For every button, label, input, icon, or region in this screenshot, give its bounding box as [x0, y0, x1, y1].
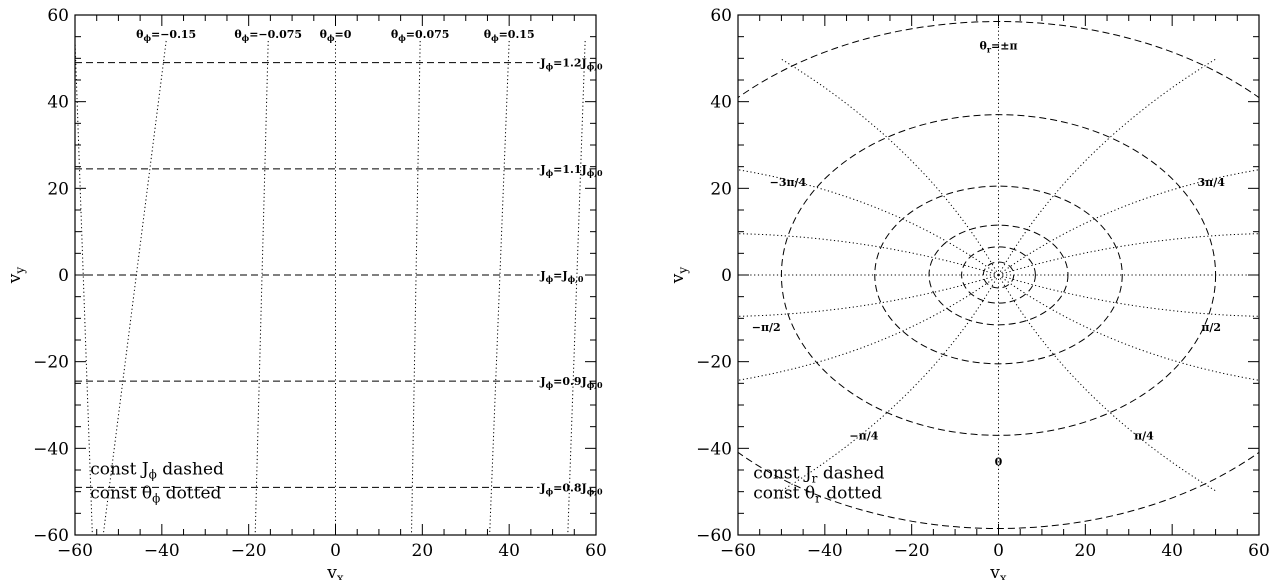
x-tick-label: −60: [720, 541, 756, 561]
x-tick-label: 20: [1075, 541, 1097, 561]
x-tick-label: 0: [993, 541, 1004, 561]
y-tick-label: 0: [58, 266, 69, 286]
const-theta-r-dotted-line: [998, 169, 1259, 276]
const-theta-phi-dotted-line: [75, 40, 93, 535]
theta-r-label: π/2: [1201, 321, 1221, 334]
const-theta-r-dotted-line: [998, 233, 1259, 276]
const-j-r-dashed-ellipse: [961, 246, 1036, 304]
theta-r-label: −3π/4: [770, 176, 807, 189]
x-tick-label: −20: [894, 541, 930, 561]
const-theta-phi-dotted-line: [567, 40, 586, 535]
y-tick-label: 40: [710, 93, 732, 113]
const-theta-r-dotted-line: [738, 274, 999, 381]
y-tick-label: −60: [696, 526, 732, 546]
x-tick-label: 60: [585, 541, 607, 561]
theta-r-label: −π/2: [752, 321, 781, 334]
const-theta-r-dotted-line: [998, 274, 1216, 492]
x-tick-label: 40: [498, 541, 520, 561]
left-panel: −60 −40 −20 0 20 40 60 −60 −40 −20 0 20 40 60 vx vy cons…: [5, 6, 607, 580]
theta-phi-label: θϕ=0.15: [484, 28, 535, 43]
const-theta-phi-dotted-line: [489, 40, 510, 535]
const-theta-r-dotted-line: [738, 274, 999, 317]
const-theta-r-dotted-line: [781, 274, 999, 492]
y-tick-label: −40: [33, 439, 69, 459]
theta-phi-label: θϕ=0.075: [391, 28, 450, 43]
x-tick-label: −60: [57, 541, 93, 561]
y-tick-label: 40: [47, 93, 69, 113]
legend-entry: const θr dotted: [753, 484, 882, 506]
const-theta-phi-dotted-line: [410, 40, 421, 535]
const-theta-phi-dotted-line: [254, 40, 269, 535]
theta-phi-label: θϕ=0: [320, 28, 352, 43]
const-theta-r-dotted-line: [738, 233, 999, 276]
y-tick-label: 20: [710, 179, 732, 199]
y-axis-label: vy: [5, 267, 27, 285]
legend-entry: const Jϕ dashed: [90, 459, 224, 481]
x-tick-label: 0: [330, 541, 341, 561]
const-j-r-dashed-ellipse: [982, 261, 1015, 289]
j-phi-label: Jϕ=Jϕ,0: [539, 269, 583, 284]
theta-r-label: 3π/4: [1198, 176, 1226, 189]
right-panel: −60 −40 −20 0 20 40 60 −60 −40 −20 0 20 40 60 vx vy cons…: [668, 6, 1270, 580]
j-phi-label: Jϕ=0.9Jϕ,0: [539, 375, 603, 390]
const-j-r-dashed-ellipse: [874, 185, 1123, 365]
x-tick-label: −20: [231, 541, 267, 561]
const-theta-r-dotted-line: [998, 274, 1259, 317]
const-theta-r-dotted-line: [998, 274, 1259, 381]
y-tick-label: −20: [33, 353, 69, 373]
x-tick-label: −40: [807, 541, 843, 561]
theta-r-label: π/4: [1134, 429, 1154, 442]
const-theta-r-dotted-line: [781, 58, 999, 276]
y-axis-label: vy: [668, 267, 690, 285]
y-tick-label: 60: [710, 6, 732, 26]
j-phi-label: Jϕ=1.2Jϕ,0: [539, 57, 603, 72]
x-tick-label: 60: [1248, 541, 1270, 561]
x-axis-label: vx: [326, 563, 344, 580]
theta-r-label: −π/4: [849, 429, 878, 442]
j-phi-label: Jϕ=1.1Jϕ,0: [539, 163, 603, 178]
y-tick-label: 0: [721, 266, 732, 286]
y-tick-label: −40: [696, 439, 732, 459]
theta-r-label: θr=±π: [979, 39, 1017, 54]
const-theta-r-dotted-line: [998, 58, 1216, 276]
y-tick-label: 20: [47, 179, 69, 199]
x-axis-label: vx: [989, 563, 1007, 580]
x-tick-label: 40: [1161, 541, 1183, 561]
const-j-r-dashed-ellipse: [738, 21, 1259, 529]
x-tick-label: −40: [144, 541, 180, 561]
x-tick-label: 20: [412, 541, 434, 561]
legend-entry: const Jr dashed: [753, 464, 884, 486]
y-tick-label: 60: [47, 6, 69, 26]
const-theta-phi-dotted-line: [102, 40, 167, 535]
y-tick-label: −60: [33, 526, 69, 546]
theta-phi-label: θϕ=−0.15: [136, 28, 196, 43]
theta-phi-label: θϕ=−0.075: [234, 28, 302, 43]
legend-entry: const θϕ dotted: [90, 484, 221, 506]
theta-r-label: 0: [995, 455, 1003, 468]
const-theta-r-dotted-line: [738, 169, 999, 276]
j-phi-label: Jϕ=0.8Jϕ,0: [539, 481, 603, 496]
y-tick-label: −20: [696, 353, 732, 373]
